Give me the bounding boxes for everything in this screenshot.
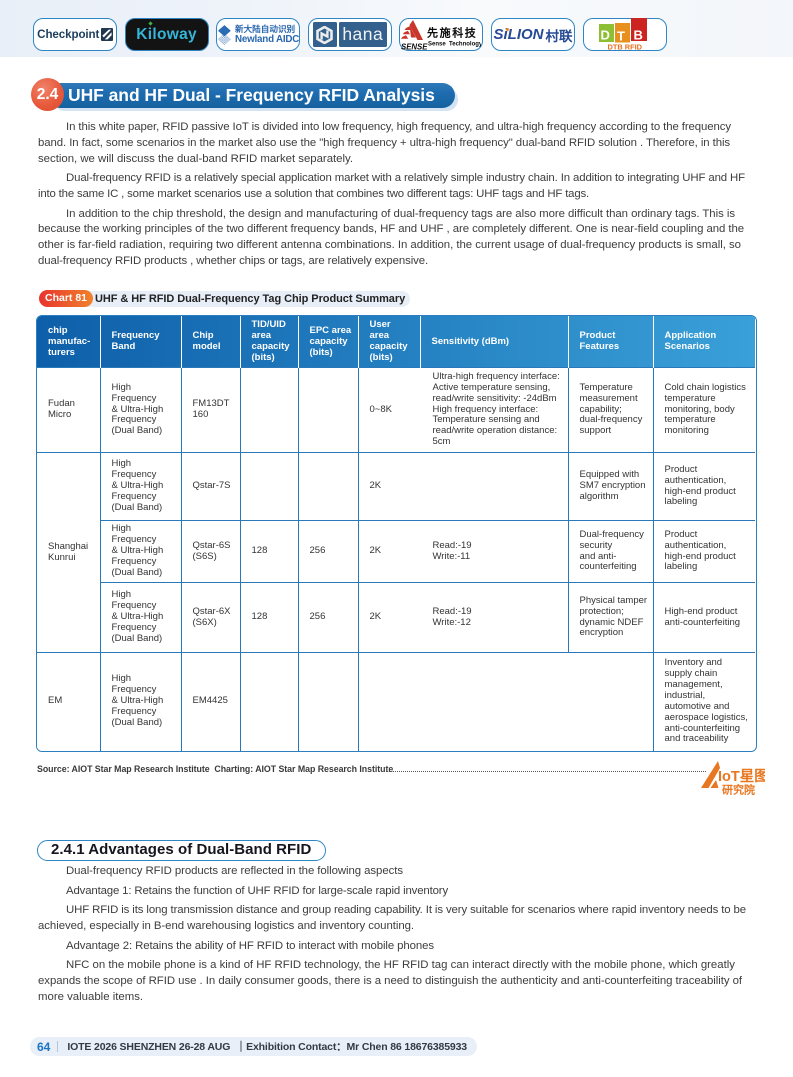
svg-text:DTB RFID: DTB RFID [607, 42, 642, 51]
svg-text:研究院: 研究院 [722, 783, 755, 796]
svg-text:D: D [600, 27, 609, 42]
svg-text:IoT星图: IoT星图 [718, 768, 765, 785]
svg-text:T: T [617, 28, 625, 43]
svg-text:SENSE: SENSE [401, 43, 428, 51]
svg-text:B: B [633, 27, 642, 42]
svg-text:Sense Technology: Sense Technology [428, 42, 481, 48]
svg-text:先施科技: 先施科技 [427, 26, 477, 40]
